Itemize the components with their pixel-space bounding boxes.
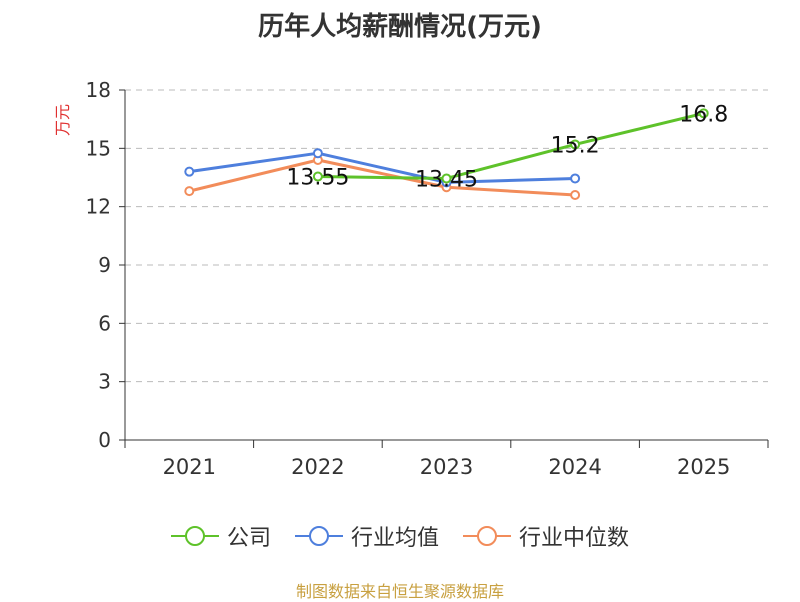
data-label: 16.8 (679, 102, 728, 127)
legend-label-industry-mean: 行业均值 (350, 526, 439, 551)
data-label: 13.55 (286, 166, 349, 191)
data-label: 13.45 (415, 167, 478, 192)
data-point-1 (312, 148, 323, 159)
x-tick-label: 2024 (548, 455, 601, 479)
legend-item-company[interactable]: 公司 (170, 520, 271, 552)
series-line-2 (188, 158, 576, 197)
legend: 公司 行业均值 行业中位数 (0, 520, 800, 552)
data-point-2 (184, 186, 195, 197)
series-line-1 (189, 151, 576, 184)
data-point-0 (698, 108, 709, 119)
data-point-0 (441, 173, 452, 184)
data-point-0 (570, 139, 581, 150)
x-tick-label: 2025 (677, 455, 730, 479)
legend-label-industry-median: 行业中位数 (519, 526, 630, 551)
y-tick-label: 15 (86, 136, 111, 160)
data-label: 15.2 (551, 133, 600, 158)
x-tick-label: 2023 (420, 455, 473, 479)
data-point-2 (570, 190, 581, 200)
data-point-0 (312, 171, 323, 182)
data-point-1 (570, 173, 581, 184)
y-tick-label: 0 (98, 428, 111, 452)
x-tick-label: 2022 (291, 455, 344, 479)
y-tick-label: 6 (98, 311, 111, 335)
y-tick-label: 3 (98, 370, 111, 394)
legend-swatch-industry-median (463, 526, 511, 546)
y-tick-label: 18 (86, 78, 111, 102)
y-tick-label: 9 (98, 253, 111, 277)
legend-swatch-industry-mean (294, 526, 343, 546)
y-axis-label: 万元 (53, 104, 72, 136)
legend-swatch-company (170, 526, 219, 546)
series-line-0 (317, 111, 705, 180)
data-point-1 (184, 166, 195, 177)
legend-label-company: 公司 (226, 526, 271, 551)
x-tick-label: 2021 (163, 455, 216, 479)
source-note: 制图数据来自恒生聚源数据库 (295, 582, 504, 601)
y-tick-label: 12 (86, 195, 111, 219)
chart-title: 历年人均薪酬情况(万元) (258, 12, 542, 42)
legend-item-industry-mean[interactable]: 行业均值 (294, 520, 439, 552)
legend-item-industry-median[interactable]: 行业中位数 (463, 520, 629, 552)
